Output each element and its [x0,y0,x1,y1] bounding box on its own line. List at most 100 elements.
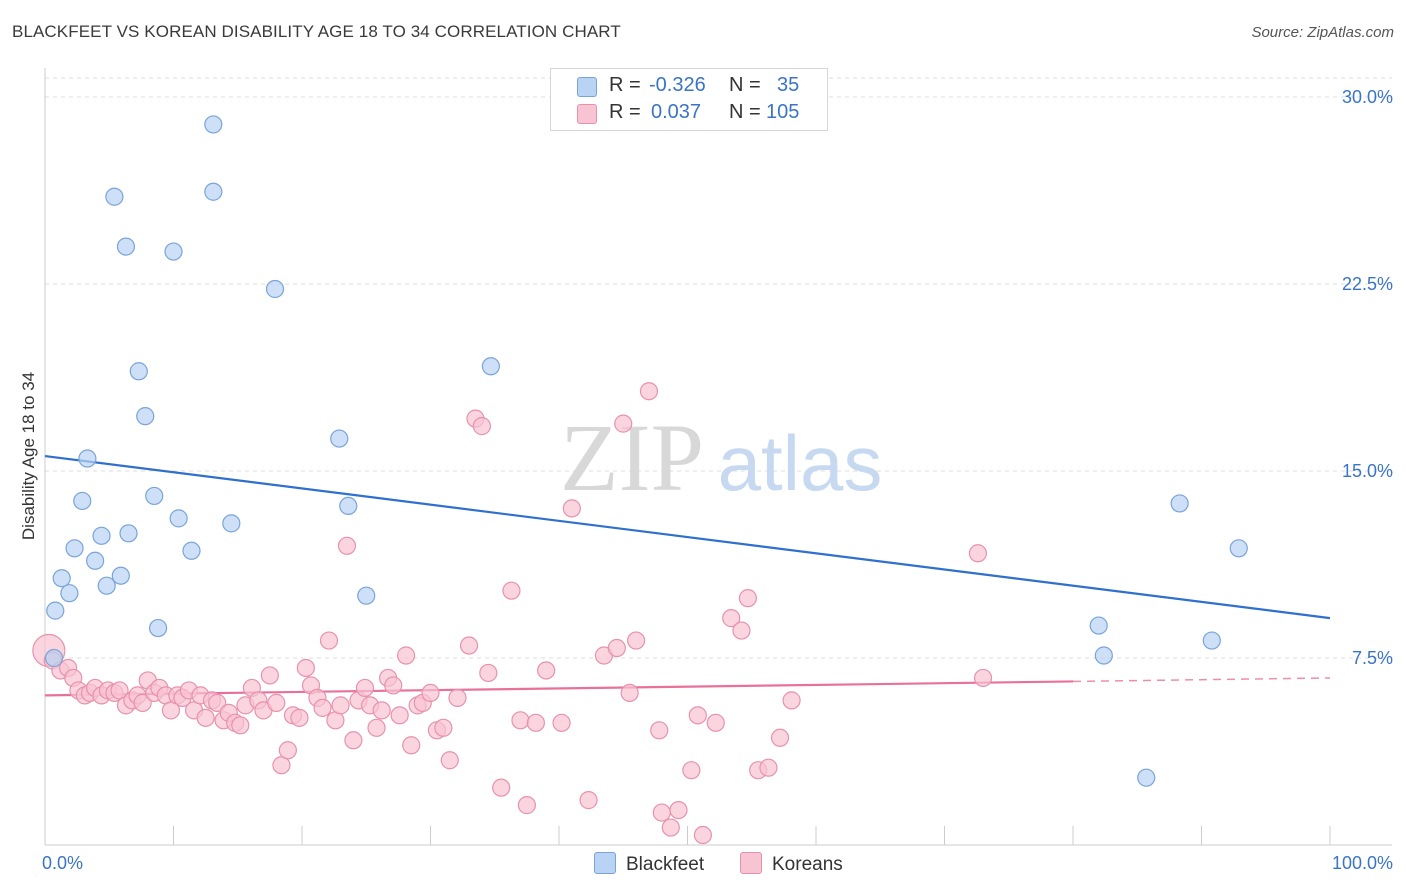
blackfeet-point [204,115,223,134]
chart-source: Source: ZipAtlas.com [1251,24,1394,41]
r-label: R = [609,74,641,96]
r-value: -0.326 [649,74,706,96]
blackfeet-point [1202,631,1221,650]
blackfeet-point [204,182,223,201]
koreans-swatch [577,104,597,124]
koreans-point [459,636,479,655]
blackfeet-point [111,566,130,585]
koreans-point [231,716,250,735]
blackfeet-point [357,586,376,605]
x-tick-labels: 0.0% 100.0% [42,853,1393,873]
n-label: N = [729,101,761,123]
koreans-point [502,581,521,600]
koreans-point [296,658,315,678]
koreans-point [267,693,286,712]
koreans-point [396,646,416,665]
x-tick-label: 0.0% [42,853,83,873]
blackfeet-point [265,279,285,299]
blackfeet-legend-swatch [594,852,616,874]
legend-item-blackfeet: Blackfeet [594,852,704,876]
koreans-point [526,713,545,732]
blackfeet-point [339,496,358,516]
koreans-point [479,663,498,683]
koreans-point [402,736,421,755]
koreans-point [472,417,491,436]
koreans-point [968,544,988,563]
blackfeet-point [97,576,116,595]
koreans-point [639,382,659,401]
blackfeet-point [1094,646,1113,665]
blackfeet-point [44,648,64,668]
blackfeet-point [65,539,84,558]
koreans-point [390,706,409,725]
blackfeet-point [1229,539,1248,558]
koreans-legend-label: Koreans [772,854,843,875]
n-label: N = [729,74,761,96]
blackfeet-point [129,362,148,381]
koreans-point [738,589,757,608]
y-tick-label: 22.5% [1342,274,1393,294]
koreans-point [650,721,669,740]
watermark-atlas: atlas [718,419,883,507]
koreans-point [620,683,639,703]
blackfeet-point [116,237,136,256]
koreans-point [355,678,375,698]
koreans-point [661,818,680,837]
koreans-point [607,638,626,658]
blackfeet-point [222,514,241,533]
blackfeet-point [136,407,155,426]
koreans-point [434,718,453,737]
koreans-point [337,536,357,555]
koreans-point [196,708,215,727]
data-points [32,115,1248,845]
koreans-point [652,803,671,822]
koreans-point [313,698,332,717]
blackfeet-point [78,449,97,468]
blackfeet-point [182,541,201,560]
n-value: 105 [766,101,800,123]
blackfeet-point [148,618,168,638]
koreans-point [344,731,363,750]
koreans-point [706,713,725,732]
blackfeet-trend-line [44,454,1331,620]
watermark: ZIP atlas [560,404,882,511]
blackfeet-point [164,242,183,261]
y-tick-label: 30.0% [1342,87,1393,107]
blackfeet-point [169,509,188,528]
blackfeet-point [1170,494,1189,513]
koreans-point [759,758,778,777]
koreans-point [562,499,581,518]
blackfeet-point [105,187,124,206]
koreans-point [537,661,556,680]
koreans-point [110,681,129,700]
koreans-point [384,676,403,695]
koreans-point [722,609,741,628]
blackfeet-point [119,524,138,543]
koreans-point [260,666,279,685]
blackfeet-point [86,551,105,570]
blackfeet-point [60,584,79,603]
koreans-point [693,825,713,845]
koreans-point [682,761,701,780]
r-label: R = [609,101,641,123]
y-tick-label: 15.0% [1342,461,1393,481]
blackfeet-point [1089,616,1108,635]
koreans-legend-swatch [740,852,762,874]
blackfeet-point [330,429,349,448]
legend-item-koreans: Koreans [740,852,843,876]
koreans-point [372,701,391,720]
legend-row-blackfeet: R = -0.326 N = 35 [551,73,827,99]
koreans-point [421,683,440,703]
koreans-point [208,693,227,712]
koreans-point [278,741,297,760]
x-tick-label: 100.0% [1332,853,1393,873]
koreans-trend-line-dashed [1072,677,1331,683]
watermark-zip: ZIP [560,404,704,511]
koreans-point [669,800,688,820]
koreans-point [973,668,993,688]
blackfeet-point [73,491,92,511]
blackfeet-point [481,357,500,376]
blackfeet-point [52,569,71,588]
koreans-point [161,701,181,720]
y-axis-label: Disability Age 18 to 34 [19,372,38,540]
